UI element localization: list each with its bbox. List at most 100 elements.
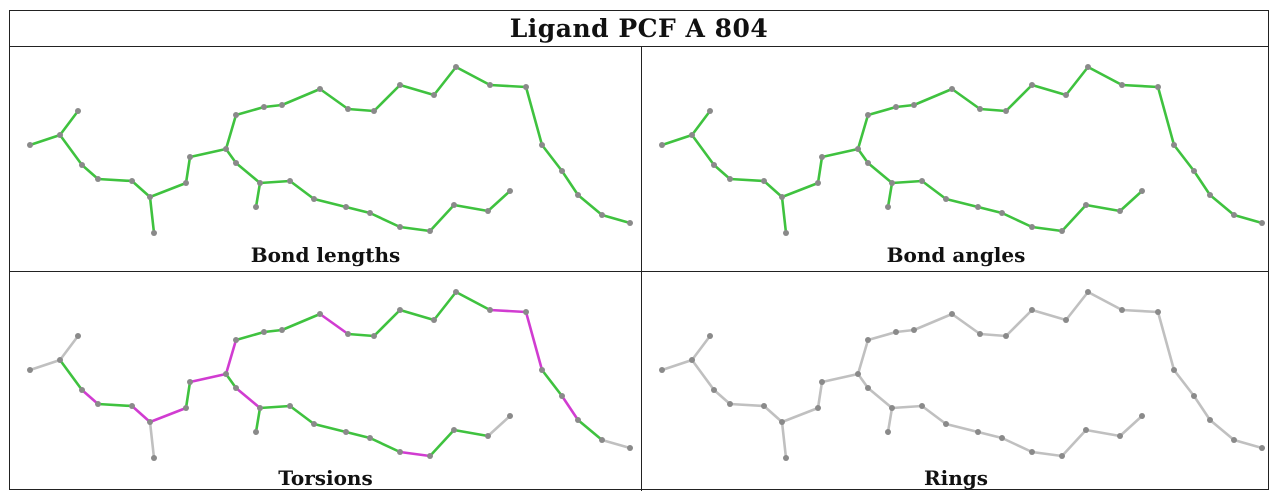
atom (1029, 449, 1035, 455)
atom (659, 367, 665, 373)
atom (261, 329, 267, 335)
atom (919, 178, 925, 184)
bond (1232, 213, 1264, 225)
bond (254, 181, 262, 209)
bond (712, 388, 732, 406)
atom (539, 367, 545, 373)
bond (762, 179, 784, 199)
bond (234, 161, 262, 185)
title-bar: Ligand PCF A 804 (10, 11, 1268, 47)
atom (95, 176, 101, 182)
bond (912, 87, 954, 107)
bond (560, 169, 580, 197)
atom (575, 192, 581, 198)
bond (540, 143, 564, 173)
atom (343, 204, 349, 210)
atom (451, 427, 457, 433)
molecule-bond-lengths (27, 64, 633, 236)
atom (949, 311, 955, 317)
bond (816, 155, 824, 185)
bond (1118, 414, 1144, 438)
atom (367, 210, 373, 216)
bond (262, 103, 284, 109)
bond (258, 404, 292, 410)
bond (1030, 450, 1064, 458)
atom (151, 230, 157, 236)
atom (233, 337, 239, 343)
bond (1172, 368, 1196, 398)
bond (886, 406, 894, 434)
bond (28, 358, 62, 372)
bond (1120, 83, 1160, 89)
atom (427, 453, 433, 459)
bond (454, 290, 492, 312)
atom (1259, 220, 1265, 226)
bond (452, 428, 490, 438)
atom (975, 204, 981, 210)
bond (690, 109, 712, 137)
atom (1207, 417, 1213, 423)
atom (975, 429, 981, 435)
atom (75, 333, 81, 339)
bond (258, 179, 292, 185)
atom (999, 210, 1005, 216)
atom (559, 168, 565, 174)
bond (288, 179, 316, 201)
atom (977, 106, 983, 112)
bond (368, 211, 402, 229)
atom (707, 108, 713, 114)
atom (539, 142, 545, 148)
bond (398, 225, 432, 233)
atom (1003, 108, 1009, 114)
bond (950, 312, 982, 336)
atom (151, 455, 157, 461)
atom (487, 307, 493, 313)
bond (976, 205, 1004, 215)
atom (761, 178, 767, 184)
atom (453, 289, 459, 295)
atom (889, 405, 895, 411)
atom (487, 82, 493, 88)
atom (893, 104, 899, 110)
bond (1084, 428, 1122, 438)
bond (1030, 83, 1068, 97)
bond (488, 308, 528, 314)
atom (599, 212, 605, 218)
atom (783, 455, 789, 461)
bond (690, 334, 712, 362)
bond (184, 155, 192, 185)
figure-title: Ligand PCF A 804 (509, 14, 769, 43)
bond (978, 332, 1008, 338)
atom (1207, 192, 1213, 198)
bond (944, 422, 980, 434)
atom (1171, 142, 1177, 148)
atom (865, 160, 871, 166)
row-divider (10, 271, 1268, 272)
bond (816, 380, 824, 410)
bond (58, 133, 84, 167)
bond (762, 404, 784, 424)
bond (728, 177, 766, 183)
atom (885, 429, 891, 435)
atom (233, 385, 239, 391)
bond (1060, 203, 1088, 233)
bond (318, 312, 350, 336)
bond (148, 406, 188, 424)
atom (1119, 82, 1125, 88)
bond (432, 290, 458, 322)
bond (866, 105, 898, 117)
molecule-rings (659, 289, 1265, 461)
bond (560, 394, 580, 422)
atom (257, 180, 263, 186)
bond (1086, 290, 1124, 312)
bond (130, 404, 152, 424)
atom (911, 327, 917, 333)
bond (486, 189, 512, 213)
atom (317, 86, 323, 92)
bond (368, 436, 402, 454)
atom (183, 180, 189, 186)
atom (287, 403, 293, 409)
bond (540, 368, 564, 398)
atom (865, 385, 871, 391)
bond (1064, 290, 1090, 322)
